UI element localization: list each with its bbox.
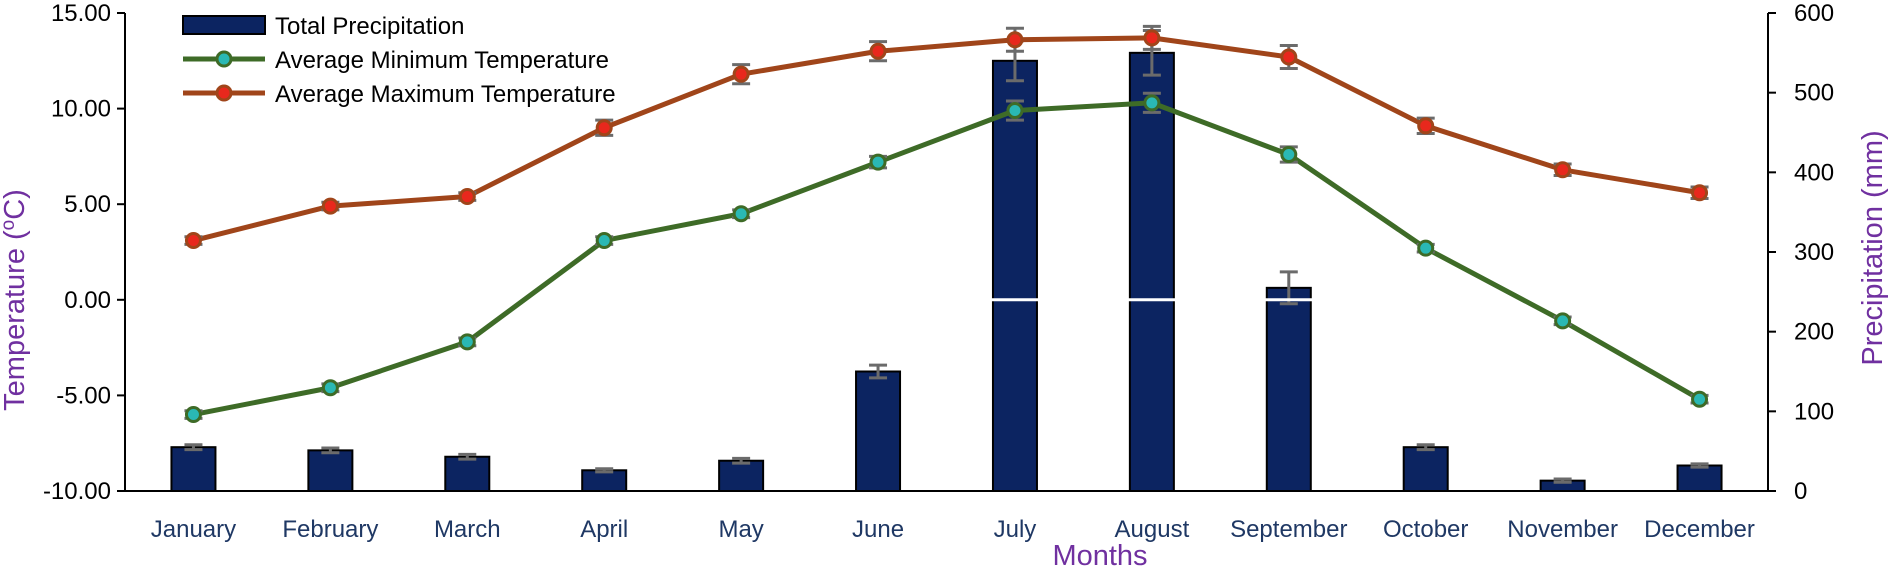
precipitation-bar [991, 59, 1038, 493]
lines-layer [184, 24, 1709, 424]
legend-swatch-marker [215, 84, 233, 102]
y-left-tick-label: 15.00 [51, 0, 111, 27]
y-right-tick-label: 500 [1794, 80, 1834, 107]
precipitation-bar [1676, 464, 1723, 492]
legend-label: Average Maximum Temperature [275, 81, 616, 108]
series-1-point [595, 119, 613, 137]
series-1-point [321, 197, 339, 215]
series-line-1 [192, 35, 1700, 243]
x-tick-label: March [434, 516, 501, 543]
series-1-point [869, 42, 887, 60]
series-1-point [732, 65, 750, 83]
series-0-point [869, 153, 887, 171]
precipitation-bar [581, 469, 628, 492]
series-0-point [1280, 145, 1298, 163]
y-left-tick-label: 0.00 [64, 287, 111, 314]
y-left-tick-label: 5.00 [64, 191, 111, 218]
x-tick-label: October [1383, 516, 1468, 543]
y-axis-right-title: Precipitation (mm) [1857, 130, 1889, 365]
legend-swatch-bar [182, 15, 266, 35]
legend-label: Total Precipitation [275, 13, 464, 40]
x-tick-label: July [994, 516, 1037, 543]
y-right-tick-label: 600 [1794, 0, 1834, 27]
y-axis-left-title: Temperature (oC) [0, 189, 31, 411]
series-0-point [184, 406, 202, 424]
series-1-point [1006, 31, 1024, 49]
x-tick-label: January [151, 516, 236, 543]
series-0-point [1417, 239, 1435, 257]
series-0-point [732, 205, 750, 223]
y-left-tick-label: -5.00 [56, 382, 111, 409]
series-0-point [1691, 390, 1709, 408]
series-0-point [595, 232, 613, 250]
precipitation-bar [170, 446, 217, 492]
legend-label: Average Minimum Temperature [275, 47, 609, 74]
legend-swatch-marker [215, 50, 233, 68]
precipitation-bar [855, 370, 902, 492]
x-tick-label: September [1230, 516, 1347, 543]
axes-layer: 15.00 10.00 5.00 0.00 -5.00 -10.00 600 500 400 30… [43, 0, 1834, 543]
series-line-0 [192, 100, 1701, 417]
series-1-point [1280, 48, 1298, 66]
series-1-point [184, 232, 202, 250]
series-1-point [458, 188, 476, 206]
y-left-tick-label: -10.00 [43, 478, 111, 505]
precipitation-bar [444, 455, 491, 493]
y-right-tick-label: 300 [1794, 239, 1834, 266]
x-tick-label: November [1507, 516, 1618, 543]
x-tick-label: April [580, 516, 628, 543]
precipitation-bar [1402, 446, 1449, 492]
series-0-point [1006, 102, 1024, 120]
x-tick-label: May [718, 516, 763, 543]
series-0-point [458, 333, 476, 351]
y-right-tick-label: 400 [1794, 159, 1834, 186]
series-1-point [1417, 117, 1435, 135]
x-tick-label: February [282, 516, 378, 543]
x-axis-title: Months [1052, 540, 1147, 567]
precipitation-bar [1265, 286, 1312, 492]
y-left-tick-label: 10.00 [51, 96, 111, 123]
y-right-tick-label: 0 [1794, 478, 1807, 505]
precipitation-bar [718, 459, 765, 492]
series-0-point [1554, 312, 1572, 330]
series-0-point [1143, 94, 1161, 112]
x-tick-label: June [852, 516, 904, 543]
series-0-point [321, 379, 339, 397]
series-1-point [1691, 184, 1709, 202]
precipitation-bar [1128, 51, 1175, 492]
series-1-point [1554, 161, 1572, 179]
x-tick-label: August [1115, 516, 1190, 543]
y-right-tick-label: 200 [1794, 319, 1834, 346]
legend: Total Precipitation Average Minimum Tempe… [182, 13, 616, 108]
series-1-point [1143, 29, 1161, 47]
y-right-tick-label: 100 [1794, 398, 1834, 425]
x-tick-label: December [1644, 516, 1755, 543]
precipitation-bar [307, 449, 354, 492]
